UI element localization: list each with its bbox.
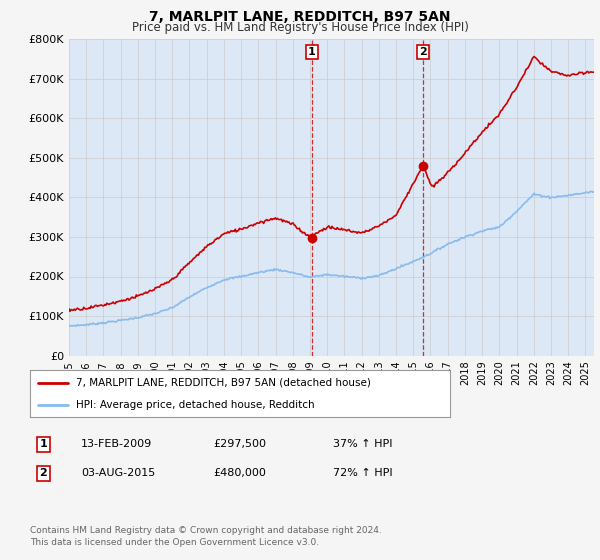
Text: 2: 2 (419, 47, 427, 57)
Text: 03-AUG-2015: 03-AUG-2015 (81, 468, 155, 478)
Text: This data is licensed under the Open Government Licence v3.0.: This data is licensed under the Open Gov… (30, 538, 319, 547)
Text: 13-FEB-2009: 13-FEB-2009 (81, 439, 152, 449)
Text: 1: 1 (40, 439, 47, 449)
Text: HPI: Average price, detached house, Redditch: HPI: Average price, detached house, Redd… (76, 400, 315, 410)
Text: 72% ↑ HPI: 72% ↑ HPI (333, 468, 392, 478)
Text: 7, MARLPIT LANE, REDDITCH, B97 5AN: 7, MARLPIT LANE, REDDITCH, B97 5AN (149, 10, 451, 24)
Text: Contains HM Land Registry data © Crown copyright and database right 2024.: Contains HM Land Registry data © Crown c… (30, 526, 382, 535)
Text: £297,500: £297,500 (213, 439, 266, 449)
Text: 2: 2 (40, 468, 47, 478)
Text: Price paid vs. HM Land Registry's House Price Index (HPI): Price paid vs. HM Land Registry's House … (131, 21, 469, 34)
Text: 37% ↑ HPI: 37% ↑ HPI (333, 439, 392, 449)
Text: £480,000: £480,000 (213, 468, 266, 478)
Text: 1: 1 (308, 47, 316, 57)
Text: 7, MARLPIT LANE, REDDITCH, B97 5AN (detached house): 7, MARLPIT LANE, REDDITCH, B97 5AN (deta… (76, 378, 371, 388)
